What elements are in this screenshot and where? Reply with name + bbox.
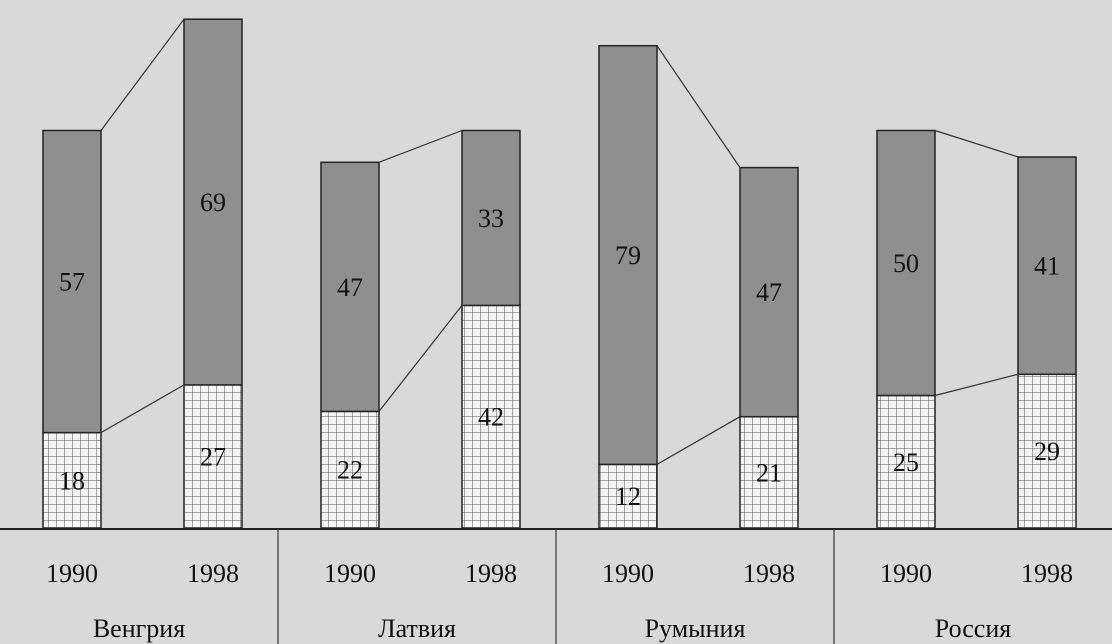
value-label: 12 [615, 482, 641, 511]
connector-line [378, 129, 463, 163]
value-label: 22 [337, 456, 363, 485]
value-label: 41 [1034, 252, 1060, 281]
country-label: Россия [935, 614, 1011, 643]
country-label: Румыния [645, 614, 746, 643]
bar-segment-top [320, 161, 380, 413]
year-tick-label: 1990 [324, 559, 376, 588]
year-tick-label: 1990 [46, 559, 98, 588]
country-label: Латвия [378, 614, 456, 643]
value-label: 42 [478, 403, 504, 432]
bar-segment-bottom [739, 415, 799, 529]
bar-segment-bottom [42, 431, 102, 529]
value-label: 50 [893, 249, 919, 278]
year-tick-label: 1990 [880, 559, 932, 588]
value-label: 21 [756, 458, 782, 487]
connector-line [934, 373, 1019, 397]
value-label: 33 [478, 204, 504, 233]
connector-line [378, 305, 463, 412]
value-label: 47 [337, 273, 363, 302]
year-tick-label: 1998 [187, 559, 239, 588]
value-label: 79 [615, 241, 641, 270]
bar-segment-top [42, 129, 102, 434]
country-label: Венгрия [93, 614, 185, 643]
year-tick-label: 1998 [465, 559, 517, 588]
bar-segment-top [598, 44, 658, 466]
value-label: 29 [1034, 437, 1060, 466]
year-tick-label: 1998 [743, 559, 795, 588]
year-tick-label: 1998 [1021, 559, 1073, 588]
bar-segment-top [876, 129, 936, 397]
value-label: 57 [59, 268, 85, 297]
connector-line [100, 18, 185, 131]
connector-line [656, 45, 741, 168]
bar-segment-top [739, 166, 799, 418]
connector-line [100, 384, 185, 434]
value-label: 47 [756, 278, 782, 307]
value-label: 18 [59, 466, 85, 495]
connector-line [656, 416, 741, 465]
year-tick-label: 1990 [602, 559, 654, 588]
bar-segment-top [461, 129, 521, 307]
value-label: 27 [200, 442, 226, 471]
value-label: 25 [893, 448, 919, 477]
bar-segment-top [1017, 156, 1077, 376]
value-label: 69 [200, 188, 226, 217]
bar-segment-top [183, 18, 243, 386]
connector-line [934, 129, 1019, 158]
